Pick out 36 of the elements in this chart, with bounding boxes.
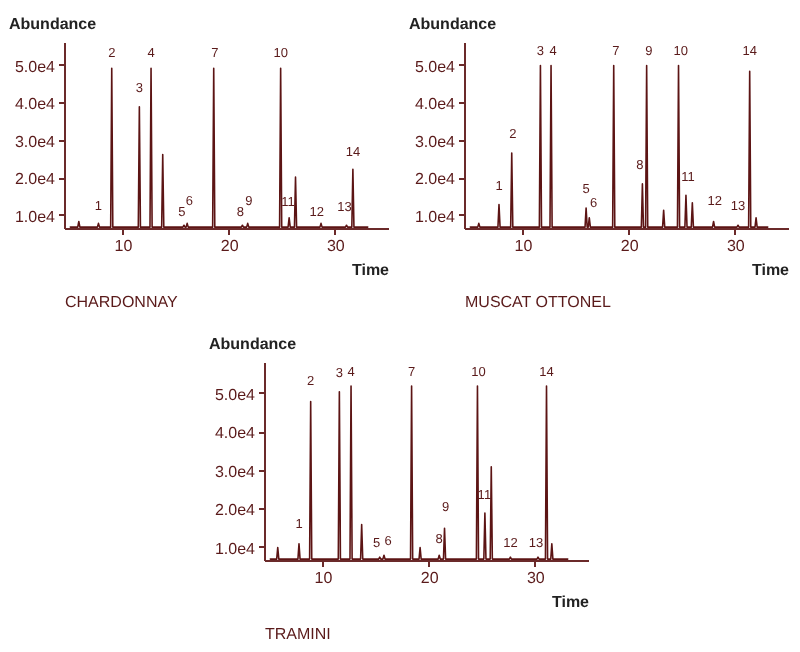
- x-tick-label: 10: [514, 237, 534, 255]
- x-tick-label: 30: [726, 237, 746, 255]
- x-axis-title: Time: [751, 261, 791, 279]
- line-series: [269, 385, 569, 560]
- y-tick-label: 4.0e4: [14, 95, 57, 114]
- y-tick-label: 3.0e4: [414, 132, 457, 151]
- y-tick-label: 2.0e4: [414, 170, 457, 189]
- y-tick-label: 2.0e4: [214, 501, 257, 520]
- text: CHARDONNAY: [65, 293, 179, 311]
- y-tick-label: 1.0e4: [414, 207, 457, 226]
- y-tick-label: 3.0e4: [14, 132, 57, 151]
- x-tick-label: 20: [420, 569, 440, 587]
- line-series: [69, 67, 369, 228]
- x-tick-label: 20: [620, 237, 640, 255]
- text: MUSCAT OTTONEL: [465, 293, 612, 311]
- y-tick-label: 5.0e4: [14, 57, 57, 76]
- y-axis-title: Abundance: [9, 15, 98, 33]
- x-tick-label: 30: [526, 569, 546, 587]
- y-tick-label: 5.0e4: [214, 385, 257, 404]
- x-axis-title: Time: [551, 593, 591, 611]
- x-tick-label: 20: [220, 237, 240, 255]
- y-tick-label: 2.0e4: [14, 170, 57, 189]
- y-tick-label: 5.0e4: [414, 57, 457, 76]
- y-tick-label: 1.0e4: [14, 207, 57, 226]
- y-tick-label: 3.0e4: [214, 462, 257, 481]
- y-axis-title: Abundance: [409, 15, 498, 33]
- x-tick-label: 10: [314, 569, 334, 587]
- text: TRAMINI: [265, 625, 331, 643]
- line-series: [469, 64, 769, 228]
- y-tick-label: 1.0e4: [214, 539, 257, 558]
- y-tick-label: 4.0e4: [414, 95, 457, 114]
- x-axis-title: Time: [351, 261, 391, 279]
- x-tick-label: 30: [326, 237, 346, 255]
- x-tick-label: 10: [114, 237, 134, 255]
- y-axis-title: Abundance: [209, 335, 298, 353]
- y-tick-label: 4.0e4: [214, 424, 257, 443]
